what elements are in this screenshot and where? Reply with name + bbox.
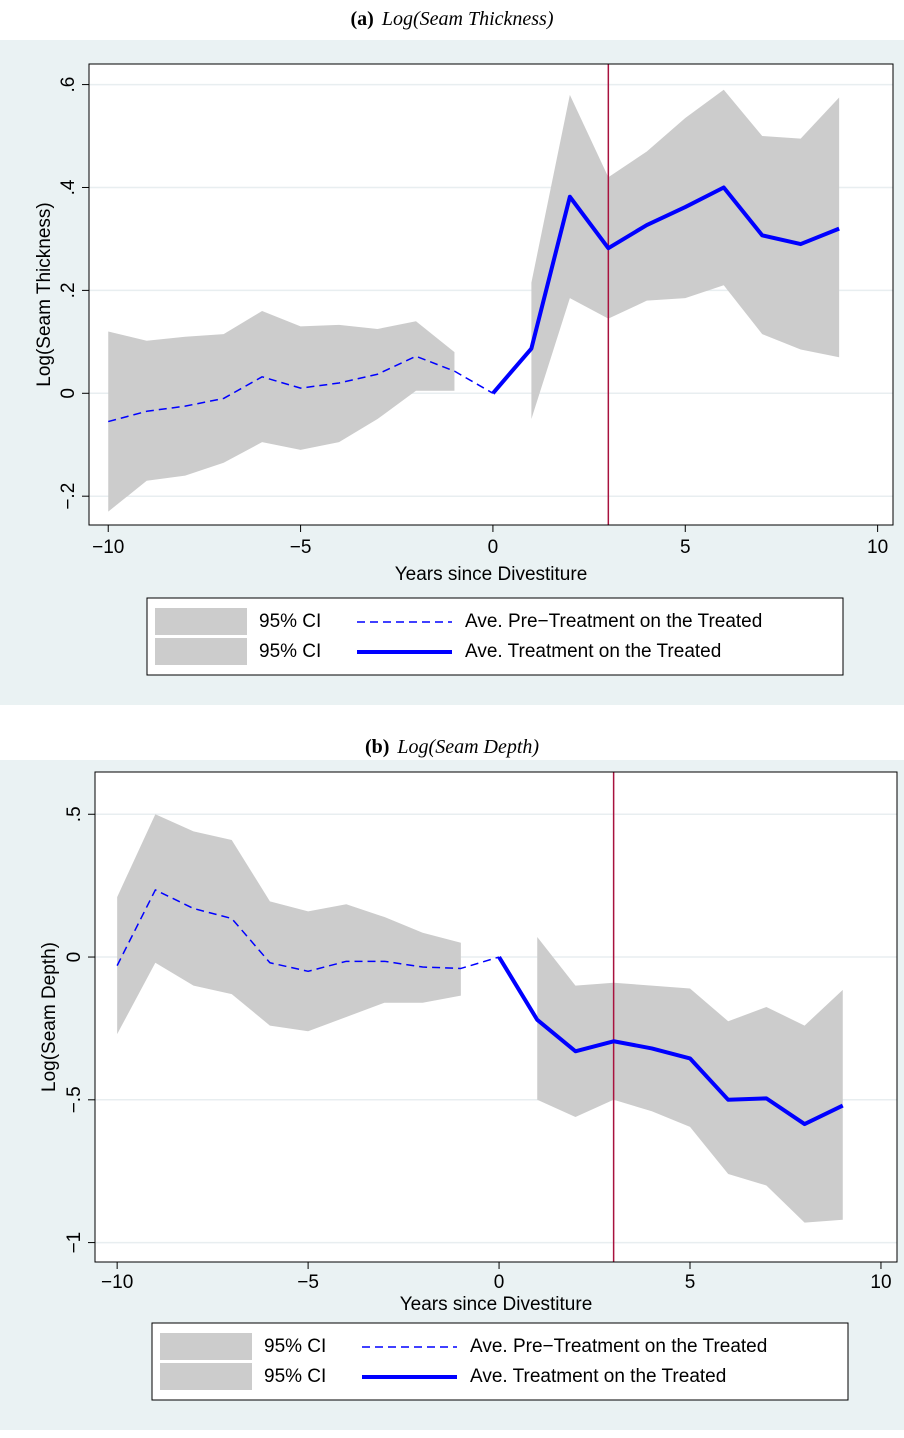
- y-tick-label: 0: [64, 952, 85, 963]
- legend: [146, 597, 844, 676]
- ci-band: [108, 310, 455, 512]
- caption-label: (b): [365, 736, 389, 758]
- legend-label: Ave. Pre−Treatment on the Treated: [470, 1336, 767, 1357]
- x-tick-label: 10: [867, 537, 888, 558]
- legend-label: 95% CI: [259, 641, 321, 662]
- ci-band: [531, 89, 840, 420]
- caption-label: (a): [351, 8, 374, 30]
- y-tick-label: .2: [58, 282, 79, 298]
- y-axis-title: Log(Seam Depth): [39, 942, 60, 1092]
- legend-label: Ave. Pre−Treatment on the Treated: [465, 611, 762, 632]
- legend-swatch: [160, 1333, 252, 1360]
- y-tick-label: .6: [58, 77, 79, 93]
- legend-label: 95% CI: [264, 1336, 326, 1357]
- line: [116, 889, 500, 973]
- legend-label: Ave. Treatment on the Treated: [465, 641, 721, 662]
- y-tick-label: −1: [64, 1232, 85, 1254]
- x-tick-label: −10: [101, 1272, 133, 1293]
- legend-swatch: [155, 638, 247, 665]
- line: [108, 355, 494, 423]
- caption-title: Log(Seam Thickness): [381, 8, 554, 30]
- y-tick-label: .5: [64, 806, 85, 822]
- y-tick-label: 0: [58, 388, 79, 399]
- y-tick-label: −.5: [64, 1086, 85, 1113]
- x-tick-label: 10: [870, 1272, 891, 1293]
- legend-label: Ave. Treatment on the Treated: [470, 1366, 726, 1387]
- caption: (a) Log(Seam Thickness): [351, 8, 554, 30]
- legend-swatch: [155, 608, 247, 635]
- x-axis-title: Years since Divestiture: [400, 1294, 593, 1315]
- y-tick-label: −.2: [58, 483, 79, 510]
- x-tick-label: −10: [92, 537, 124, 558]
- x-tick-label: 0: [494, 1272, 505, 1293]
- axis-frame: [88, 63, 894, 526]
- caption-title: Log(Seam Depth): [396, 736, 539, 758]
- y-tick-label: .4: [58, 179, 79, 195]
- legend: [151, 1322, 849, 1401]
- axis-frame: [94, 771, 898, 1263]
- x-tick-label: −5: [297, 1272, 319, 1293]
- legend-swatch: [160, 1363, 252, 1390]
- caption: (b) Log(Seam Depth): [365, 736, 539, 758]
- y-axis-title: Log(Seam Thickness): [34, 202, 55, 386]
- x-axis-title: Years since Divestiture: [395, 564, 588, 585]
- line: [497, 955, 844, 1127]
- x-tick-label: 5: [680, 537, 691, 558]
- ci-band: [117, 814, 461, 1035]
- legend-label: 95% CI: [259, 611, 321, 632]
- legend-label: 95% CI: [264, 1366, 326, 1387]
- line: [491, 185, 840, 395]
- x-tick-label: −5: [290, 537, 312, 558]
- x-tick-label: 5: [685, 1272, 696, 1293]
- x-tick-label: 0: [488, 537, 499, 558]
